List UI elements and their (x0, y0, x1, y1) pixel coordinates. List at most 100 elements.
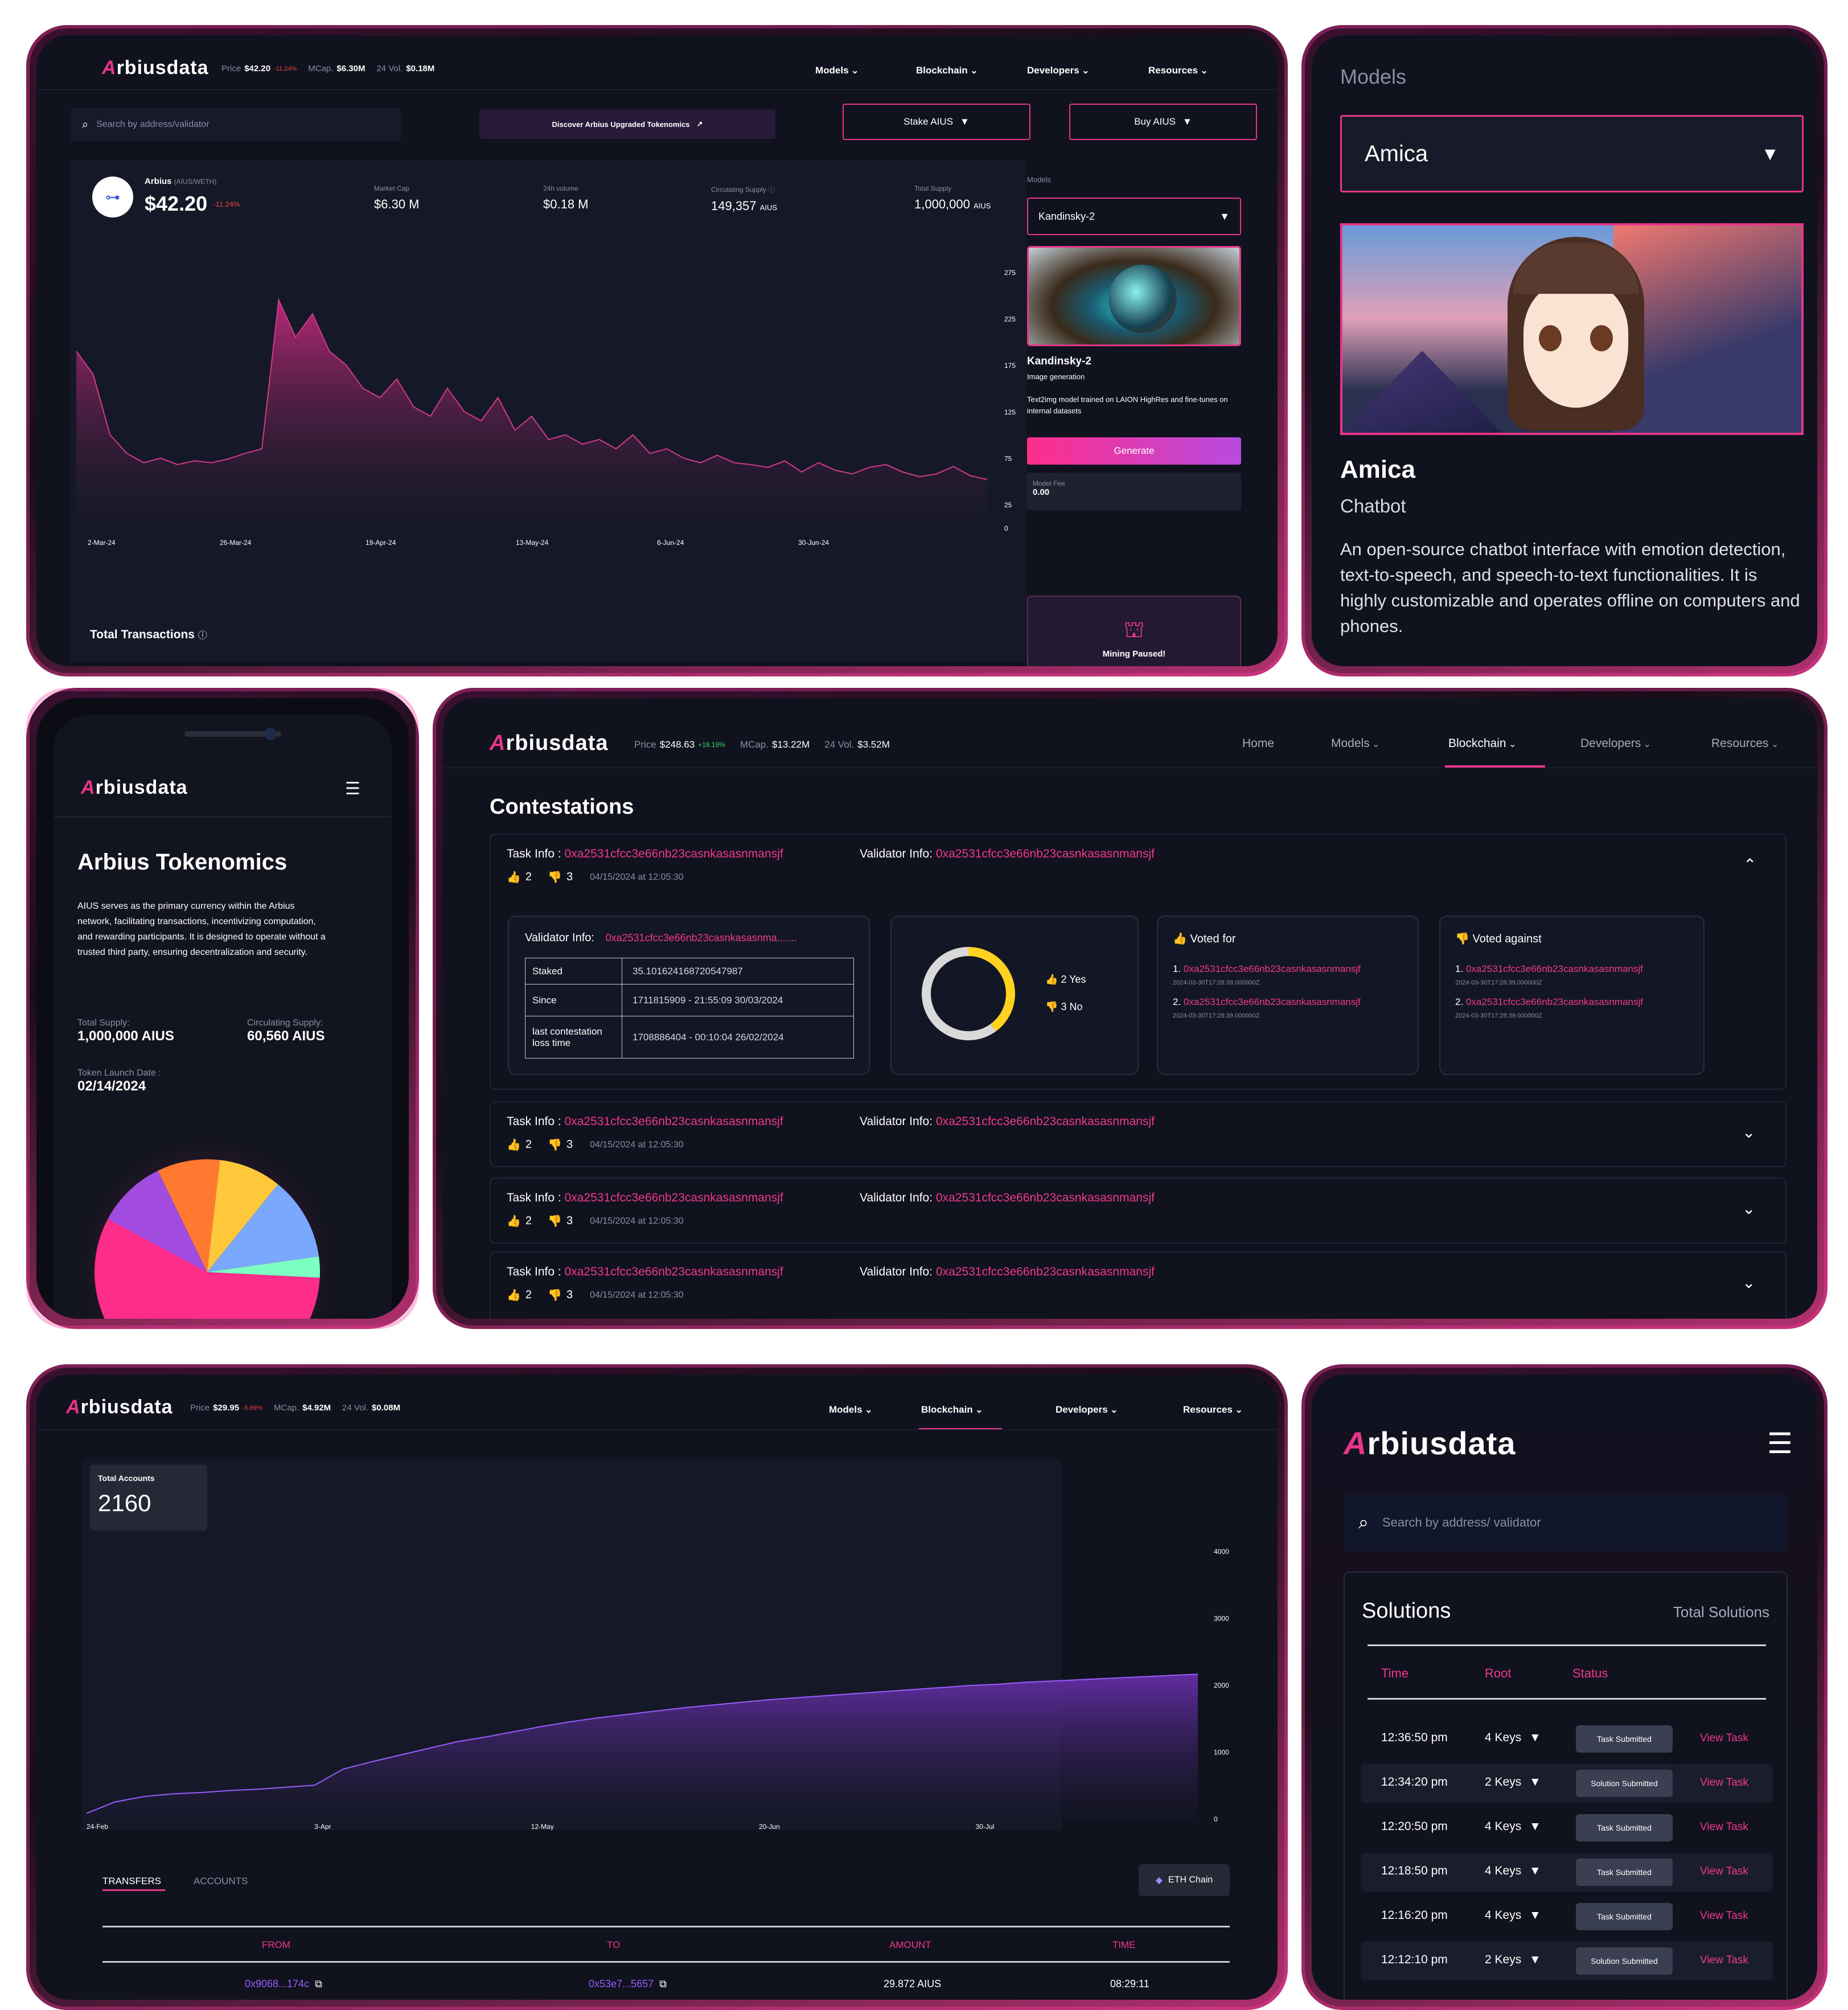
model-select[interactable]: Amica ▼ (1340, 115, 1804, 192)
nav-models[interactable]: Models (1331, 737, 1380, 750)
tab-accounts[interactable]: ACCOUNTS (194, 1876, 248, 1886)
brand-logo[interactable]: Arbiusdata (66, 1396, 173, 1418)
search-input[interactable]: ⌕ Search by address/ validator (1344, 1494, 1788, 1551)
contestation-item[interactable]: Task Info : 0xa2531cfcc3e66nb23casnkasas… (490, 1101, 1787, 1167)
nav-developers[interactable]: Developers (1580, 737, 1651, 750)
brand-logo[interactable]: Arbiusdata (81, 777, 188, 798)
row-root[interactable]: 4 Keys ▼ (1485, 1731, 1541, 1744)
nav-blockchain[interactable]: Blockchain (1448, 737, 1516, 750)
thumbs-down-icon[interactable]: 👎 (548, 1139, 562, 1151)
accounts-screen: Arbiusdata Price $29.95 -5.69% MCap. $4.92M… (36, 1375, 1278, 2000)
caret-down-icon[interactable]: ▼ (1529, 1953, 1541, 1966)
info-icon[interactable]: ⓘ (768, 186, 775, 194)
thumbs-down-icon[interactable]: 👎 (548, 1289, 562, 1302)
menu-icon[interactable]: ☰ (1767, 1427, 1793, 1459)
view-task-link[interactable]: View Task (1700, 1732, 1748, 1744)
ticker-bar: Price $248.63 +18.19% MCap. $13.22M 24 Vol.… (634, 739, 890, 750)
thumbs-up-icon[interactable]: 👍 (507, 1215, 521, 1228)
brand-logo[interactable]: Arbiusdata (490, 731, 609, 755)
search-icon: ⌕ (1358, 1512, 1369, 1532)
nav-home[interactable]: Home (1242, 737, 1275, 750)
stat-total-supply: Total Supply 1,000,000 AIUS (914, 184, 991, 211)
status-badge: Solution Submitted (1576, 1947, 1673, 1975)
row-root[interactable]: 4 Keys ▼ (1485, 1864, 1541, 1877)
nav-models[interactable]: Models (815, 65, 859, 76)
row-root[interactable]: 2 Keys ▼ (1485, 1775, 1541, 1789)
view-task-link[interactable]: View Task (1700, 1910, 1748, 1922)
status-badge: Task Submitted (1576, 1725, 1673, 1753)
stake-button[interactable]: Stake AIUS ▼ (843, 104, 1030, 140)
thumbs-up-icon[interactable]: 👍 (507, 871, 521, 884)
contestations-screen: Arbiusdata Price $248.63 +18.19% MCap. $13.… (443, 698, 1817, 1319)
external-link-icon: ↗ (696, 120, 703, 128)
view-task-link[interactable]: View Task (1700, 1777, 1748, 1789)
caret-down-icon[interactable]: ▼ (1529, 1731, 1541, 1744)
model-name: Amica (1340, 456, 1416, 483)
chevron-down-icon[interactable]: ⌄ (1742, 1123, 1756, 1141)
nav-resources[interactable]: Resources (1148, 65, 1208, 76)
dashboard-screen: Arbiusdata Price $42.20 -11.24% MCap. $6.30… (36, 35, 1278, 666)
nav-blockchain[interactable]: Blockchain (921, 1404, 983, 1416)
circulating-supply: Circulating Supply: 60,560 AIUS (247, 1018, 325, 1044)
pie-slice (108, 1170, 207, 1272)
x-tick-label: 3-Apr (314, 1823, 331, 1830)
y-tick-label: 225 (1004, 315, 1016, 323)
thumbs-up-icon[interactable]: 👍 (507, 1139, 521, 1151)
row-root[interactable]: 4 Keys ▼ (1485, 1820, 1541, 1833)
caret-down-icon[interactable]: ▼ (1529, 1864, 1541, 1877)
transfer-from[interactable]: 0x9068...174c ⧉ (245, 1978, 322, 1990)
caret-down-icon: ▼ (1761, 143, 1779, 164)
thumbs-down-icon[interactable]: 👎 (548, 871, 562, 884)
view-task-link[interactable]: View Task (1700, 1821, 1748, 1833)
nav-developers[interactable]: Developers (1027, 65, 1090, 76)
contestation-item[interactable]: Task Info : 0xa2531cfcc3e66nb23casnkasas… (490, 1178, 1787, 1244)
copy-icon[interactable]: ⧉ (659, 1978, 667, 1990)
vote-counts: 👍 2 👎 3 04/15/2024 at 12:05:30 (507, 871, 684, 884)
row-root[interactable]: 4 Keys ▼ (1485, 1909, 1541, 1922)
thumbs-down-icon: 👎 (1455, 933, 1469, 945)
view-task-link[interactable]: View Task (1700, 1954, 1748, 1966)
model-select[interactable]: Kandinsky-2 ▼ (1027, 198, 1241, 235)
tab-transfers[interactable]: TRANSFERS (102, 1876, 161, 1886)
nav-developers[interactable]: Developers (1056, 1404, 1118, 1416)
buy-button[interactable]: Buy AIUS ▼ (1069, 104, 1257, 140)
chevron-up-icon[interactable]: ⌃ (1743, 856, 1757, 873)
y-tick-label: 275 (1004, 269, 1016, 277)
model-name: Kandinsky-2 (1027, 355, 1091, 367)
caret-down-icon[interactable]: ▼ (1529, 1820, 1541, 1833)
token-name-row: Arbius (AIUS/WETH) (145, 177, 217, 186)
vote-donut-chart (922, 947, 1015, 1040)
caret-down-icon[interactable]: ▼ (1529, 1775, 1541, 1789)
info-icon[interactable]: ⓘ (198, 631, 207, 641)
contestation-item-expanded[interactable]: Task Info : 0xa2531cfcc3e66nb23casnkasas… (490, 834, 1787, 1090)
generate-button[interactable]: Generate (1027, 437, 1241, 465)
nav-resources[interactable]: Resources (1711, 737, 1779, 750)
x-tick-label: 20-Jun (759, 1823, 780, 1830)
voted-against-card: 👎 Voted against 1. 0xa2531cfcc3e66nb23ca… (1439, 916, 1705, 1075)
y-tick-label: 125 (1004, 408, 1016, 416)
tab-active-indicator (102, 1889, 165, 1891)
contestation-item[interactable]: Task Info : 0xa2531cfcc3e66nb23casnkasas… (490, 1252, 1787, 1319)
chevron-down-icon[interactable]: ⌄ (1742, 1274, 1756, 1291)
chevron-down-icon[interactable]: ⌄ (1742, 1200, 1756, 1217)
menu-icon[interactable]: ☰ (345, 780, 360, 798)
nav-resources[interactable]: Resources (1183, 1404, 1243, 1416)
thumbs-down-icon[interactable]: 👎 (548, 1215, 562, 1228)
search-input[interactable]: ⌕ Search by address/validator (71, 108, 401, 141)
brand-logo[interactable]: Arbiusdata (1344, 1425, 1516, 1461)
view-task-link[interactable]: View Task (1700, 1865, 1748, 1877)
chain-select[interactable]: ◆ ETH Chain (1139, 1864, 1230, 1896)
discover-tokenomics-link[interactable]: Discover Arbius Upgraded Tokenomics ↗ (479, 109, 775, 139)
col-status: Status (1572, 1666, 1608, 1680)
row-root[interactable]: 2 Keys ▼ (1485, 1953, 1541, 1966)
page-title: Arbius Tokenomics (77, 850, 288, 875)
transfer-to[interactable]: 0x53e7...5657 ⧉ (589, 1978, 667, 1990)
brand-logo[interactable]: Arbiusdata (102, 57, 209, 79)
caret-down-icon[interactable]: ▼ (1529, 1909, 1541, 1922)
copy-icon[interactable]: ⧉ (315, 1978, 322, 1990)
nav-blockchain[interactable]: Blockchain (916, 65, 978, 76)
amica-avatar-image (1340, 223, 1804, 435)
nav-models[interactable]: Models (829, 1404, 872, 1416)
thumbs-up-icon[interactable]: 👍 (507, 1289, 521, 1302)
accounts-line (86, 1673, 1198, 1814)
